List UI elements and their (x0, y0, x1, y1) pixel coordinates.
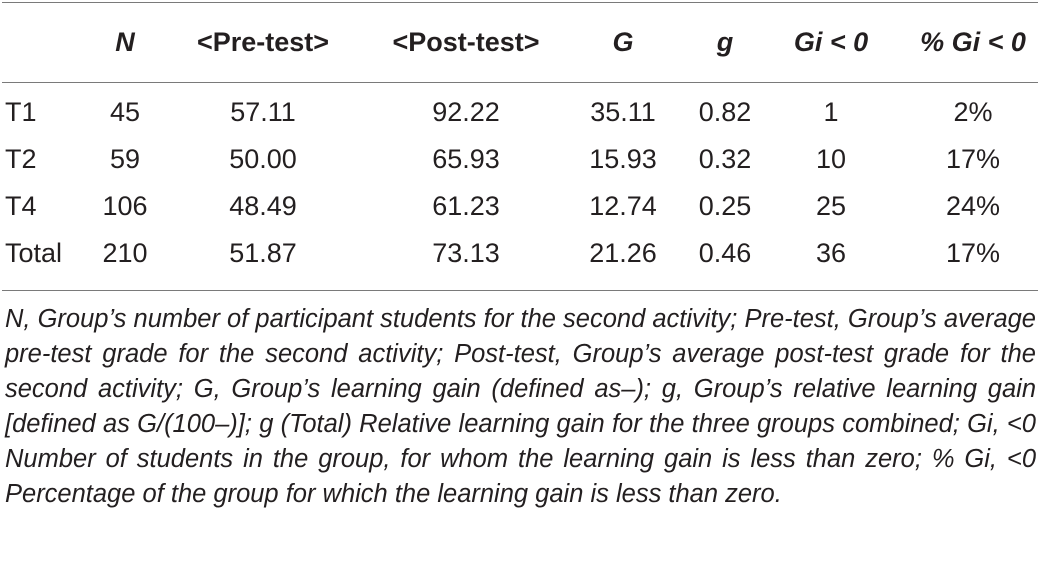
cell-g: 0.32 (698, 144, 752, 174)
cell-G: 21.26 (589, 238, 657, 268)
cell-group: Total (5, 238, 63, 268)
cell-G: 12.74 (589, 191, 657, 221)
cell-G: 15.93 (589, 144, 657, 174)
cell-pre-test: 48.49 (229, 191, 297, 221)
cell-gi-negative: 1 (823, 97, 839, 127)
cell-gi-negative: 36 (815, 238, 847, 268)
cell-g: 0.46 (698, 238, 752, 268)
cell-group: T2 (5, 144, 37, 174)
cell-g: 0.82 (698, 97, 752, 127)
cell-pre-test: 51.87 (229, 238, 297, 268)
cell-n: 106 (102, 191, 148, 221)
cell-n: 59 (109, 144, 141, 174)
cell-gi-negative: 10 (815, 144, 847, 174)
header-pct-gi-negative: % Gi < 0 (920, 26, 1026, 58)
cell-n: 45 (109, 97, 141, 127)
table-footnote: N, Group’s number of participant student… (5, 305, 1036, 508)
header-G-text: G (612, 27, 634, 57)
cell-group: T4 (5, 191, 37, 221)
cell-post-test: 92.22 (432, 97, 500, 127)
header-pct-gi-negative-text: % Gi < 0 (920, 27, 1026, 57)
header-n-text: N (115, 27, 135, 57)
header-g: g (717, 26, 734, 58)
header-G: G (612, 26, 633, 58)
cell-gi-negative: 25 (815, 191, 847, 221)
cell-pre-test: 57.11 (230, 97, 296, 127)
header-n: N (115, 26, 135, 58)
header-g-text: g (716, 27, 734, 57)
cell-pct-gi-negative: 2% (953, 97, 993, 127)
cell-pct-gi-negative: 24% (945, 191, 1001, 221)
header-pre-test: <Pre-test> (196, 27, 330, 57)
cell-post-test: 73.13 (432, 238, 500, 268)
cell-n: 210 (102, 238, 148, 268)
cell-pre-test: 50.00 (229, 144, 297, 174)
header-gi-negative: Gi < 0 (794, 26, 868, 58)
table-header-rule (2, 82, 1038, 83)
table-bottom-rule (2, 290, 1038, 291)
cell-G: 35.11 (590, 97, 656, 127)
cell-pct-gi-negative: 17% (945, 238, 1001, 268)
cell-pct-gi-negative: 17% (945, 144, 1001, 174)
cell-group: T1 (5, 97, 37, 127)
cell-g: 0.25 (698, 191, 752, 221)
cell-post-test: 61.23 (432, 191, 500, 221)
header-gi-negative-text: Gi < 0 (793, 27, 869, 57)
table-top-rule (2, 2, 1038, 3)
cell-post-test: 65.93 (432, 144, 500, 174)
header-post-test: <Post-test> (392, 27, 540, 57)
